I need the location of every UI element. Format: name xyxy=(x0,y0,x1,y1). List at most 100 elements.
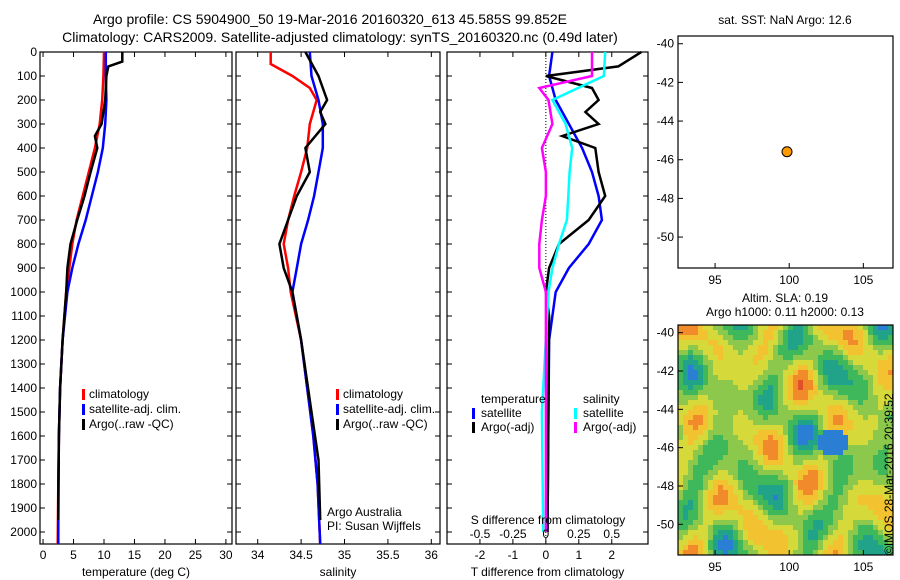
heatmap-cell xyxy=(748,445,753,450)
heatmap-cell xyxy=(753,495,758,500)
heatmap-cell xyxy=(753,360,758,365)
heatmap-cell xyxy=(848,480,853,485)
heatmap-cell xyxy=(703,450,708,455)
heatmap-cell xyxy=(888,435,893,440)
heatmap-cell xyxy=(718,415,723,420)
legend-label: Argo(-adj) xyxy=(481,420,534,434)
heatmap-cell xyxy=(708,350,713,355)
heatmap-cell xyxy=(878,420,883,425)
heatmap-cell xyxy=(768,420,773,425)
legend-title-salinity: salinity xyxy=(583,392,620,406)
heatmap-cell xyxy=(698,435,703,440)
heatmap-cell xyxy=(788,330,793,335)
heatmap-cell xyxy=(718,540,723,545)
heatmap-cell xyxy=(768,385,773,390)
heatmap-cell xyxy=(713,470,718,475)
heatmap-cell xyxy=(738,400,743,405)
heatmap-cell xyxy=(733,470,738,475)
heatmap-cell xyxy=(753,530,758,535)
heatmap-cell xyxy=(883,340,888,345)
heatmap-cell xyxy=(768,550,773,555)
heatmap-cell xyxy=(888,530,893,535)
heatmap-cell xyxy=(688,475,693,480)
heatmap-cell xyxy=(808,345,813,350)
heatmap-cell xyxy=(803,535,808,540)
series-line-temperature-satellite xyxy=(546,51,604,533)
heatmap-cell xyxy=(693,475,698,480)
heatmap-cell xyxy=(833,385,838,390)
heatmap-cell xyxy=(828,425,833,430)
heatmap-cell xyxy=(733,540,738,545)
heatmap-cell xyxy=(838,415,843,420)
heatmap-cell xyxy=(748,440,753,445)
heatmap-cell xyxy=(718,420,723,425)
heatmap-cell xyxy=(833,395,838,400)
legend-label: satellite xyxy=(481,406,522,420)
heatmap-cell xyxy=(863,410,868,415)
heatmap-cell xyxy=(833,365,838,370)
heatmap-cell xyxy=(878,345,883,350)
heatmap-cell xyxy=(873,355,878,360)
heatmap-cell xyxy=(713,360,718,365)
heatmap-cell xyxy=(693,460,698,465)
heatmap-cell xyxy=(808,520,813,525)
heatmap-cell xyxy=(768,345,773,350)
heatmap-cell xyxy=(888,475,893,480)
heatmap-cell xyxy=(838,360,843,365)
heatmap-cell xyxy=(873,425,878,430)
heatmap-cell xyxy=(868,435,873,440)
heatmap-cell xyxy=(778,340,783,345)
heatmap-cell xyxy=(758,485,763,490)
heatmap-cell xyxy=(738,340,743,345)
heatmap-cell xyxy=(843,475,848,480)
heatmap-cell xyxy=(728,475,733,480)
heatmap-cell xyxy=(823,425,828,430)
heatmap-cell xyxy=(763,485,768,490)
heatmap-cell xyxy=(708,415,713,420)
heatmap-cell xyxy=(788,410,793,415)
heatmap-cell xyxy=(823,450,828,455)
heatmap-cell xyxy=(858,410,863,415)
heatmap-cell xyxy=(803,400,808,405)
heatmap-cell xyxy=(718,475,723,480)
heatmap-cell xyxy=(683,490,688,495)
heatmap-cell xyxy=(698,405,703,410)
heatmap-cell xyxy=(828,375,833,380)
heatmap-cell xyxy=(688,470,693,475)
heatmap-cell xyxy=(828,480,833,485)
heatmap-cell xyxy=(758,490,763,495)
heatmap-cell xyxy=(713,490,718,495)
legend-swatch xyxy=(82,389,85,400)
heatmap-cell xyxy=(688,445,693,450)
heatmap-cell xyxy=(708,435,713,440)
heatmap-cell xyxy=(843,390,848,395)
heatmap-cell xyxy=(693,440,698,445)
x-tick-label: 95 xyxy=(708,273,722,287)
heatmap-cell xyxy=(793,380,798,385)
heatmap-cell xyxy=(888,505,893,510)
heatmap-cell xyxy=(878,395,883,400)
heatmap-cell xyxy=(863,525,868,530)
heatmap-cell xyxy=(788,440,793,445)
heatmap-cell xyxy=(688,360,693,365)
heatmap-cell xyxy=(808,455,813,460)
heatmap-cell xyxy=(863,440,868,445)
heatmap-cell xyxy=(698,525,703,530)
heatmap-cell xyxy=(733,520,738,525)
heatmap-cell xyxy=(723,345,728,350)
heatmap-cell xyxy=(743,400,748,405)
heatmap-cell xyxy=(763,375,768,380)
heatmap-cell xyxy=(683,510,688,515)
heatmap-cell xyxy=(748,500,753,505)
heatmap-cell xyxy=(693,355,698,360)
heatmap-cell xyxy=(843,425,848,430)
heatmap-cell xyxy=(868,360,873,365)
y-tick-label: 1400 xyxy=(10,381,37,395)
heatmap-cell xyxy=(868,405,873,410)
heatmap-cell xyxy=(793,350,798,355)
heatmap-cell xyxy=(688,380,693,385)
heatmap-cell xyxy=(788,345,793,350)
heatmap-cell xyxy=(878,430,883,435)
heatmap-cell xyxy=(798,510,803,515)
heatmap-cell xyxy=(723,545,728,550)
